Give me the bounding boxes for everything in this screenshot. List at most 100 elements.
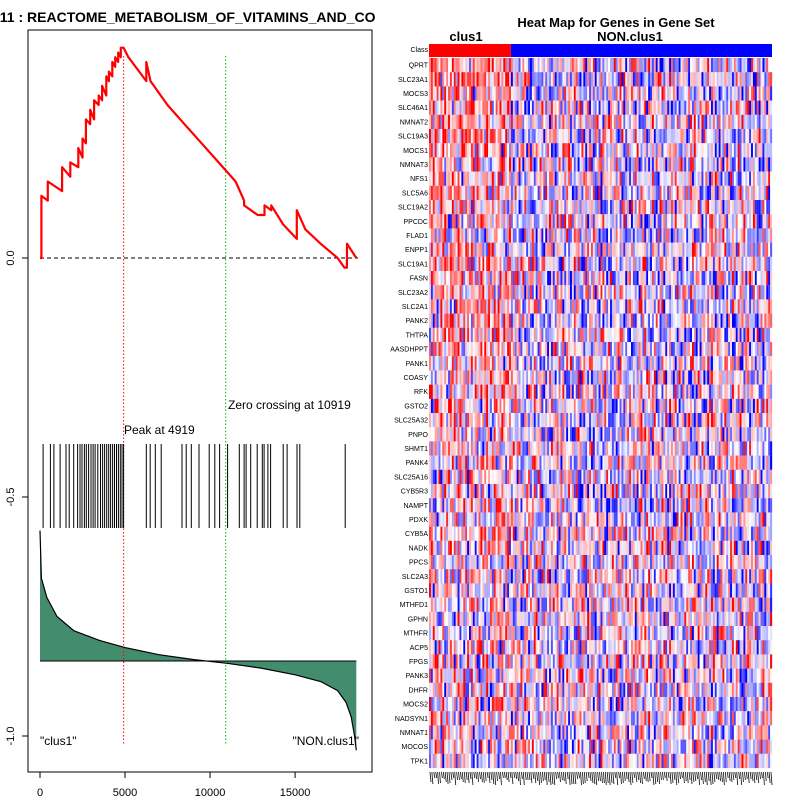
heatmap-cell bbox=[545, 185, 548, 201]
heatmap-cell bbox=[758, 356, 761, 371]
heatmap-cell bbox=[550, 143, 554, 158]
heatmap-cell bbox=[480, 143, 483, 158]
heatmap-cell bbox=[482, 327, 485, 343]
heatmap-cell bbox=[562, 58, 565, 73]
heatmap-cell bbox=[770, 242, 773, 257]
heatmap-cell bbox=[615, 72, 618, 87]
heatmap-cell bbox=[600, 129, 603, 144]
heatmap-cell bbox=[613, 256, 616, 272]
heatmap-cell bbox=[535, 327, 538, 343]
heatmap-cell bbox=[674, 356, 677, 371]
heatmap-cell bbox=[646, 356, 649, 371]
heatmap-cell bbox=[648, 342, 651, 357]
heatmap-cell bbox=[663, 299, 666, 314]
heatmap-cell bbox=[509, 370, 512, 385]
heatmap-cell bbox=[611, 171, 614, 186]
heatmap-cell bbox=[743, 413, 746, 428]
heatmap-cell bbox=[648, 313, 651, 328]
heatmap-cell bbox=[644, 327, 647, 343]
heatmap-cell bbox=[581, 427, 584, 442]
heatmap-cell bbox=[739, 427, 742, 442]
heatmap-cell bbox=[611, 271, 614, 286]
heatmap-cell bbox=[688, 171, 691, 186]
heatmap-cell bbox=[472, 86, 475, 101]
heatmap-cell bbox=[484, 313, 487, 328]
heatmap-cell bbox=[474, 271, 477, 286]
heatmap-cell bbox=[547, 185, 550, 201]
heatmap-cell bbox=[758, 413, 761, 428]
heatmap-cell bbox=[495, 327, 498, 343]
heatmap-cell bbox=[486, 114, 489, 130]
heatmap-cell bbox=[505, 72, 508, 87]
heatmap-cell bbox=[453, 271, 456, 286]
heatmap-cell bbox=[566, 384, 569, 399]
heatmap-cell bbox=[610, 413, 613, 428]
heatmap-cell bbox=[537, 228, 540, 243]
heatmap-cell bbox=[430, 214, 433, 229]
heatmap-cell bbox=[474, 185, 477, 201]
heatmap-cell bbox=[465, 285, 468, 300]
heatmap-cell bbox=[444, 114, 447, 130]
heatmap-cell bbox=[448, 299, 451, 314]
heatmap-cell bbox=[754, 413, 757, 428]
heatmap-cell bbox=[602, 327, 605, 343]
heatmap-cell bbox=[617, 200, 620, 215]
heatmap-cell bbox=[547, 342, 550, 357]
heatmap-cell bbox=[560, 185, 563, 201]
heatmap-cell bbox=[510, 384, 513, 399]
heatmap-cell bbox=[699, 427, 702, 442]
heatmap-cell bbox=[558, 72, 561, 87]
heatmap-cell bbox=[440, 398, 443, 414]
heatmap-cell bbox=[661, 256, 664, 272]
heatmap-cell bbox=[735, 327, 738, 343]
heatmap-cell bbox=[720, 242, 723, 257]
heatmap-cell bbox=[636, 58, 639, 73]
heatmap-cell bbox=[516, 200, 519, 215]
heatmap-cell bbox=[733, 427, 736, 442]
heatmap-cell bbox=[442, 398, 445, 414]
heatmap-cell bbox=[709, 72, 712, 87]
heatmap-cell bbox=[463, 313, 466, 328]
heatmap-cell bbox=[489, 299, 493, 314]
heatmap-cell bbox=[440, 100, 443, 115]
heatmap-cell bbox=[623, 100, 626, 115]
heatmap-cell bbox=[705, 185, 708, 201]
heatmap-cell bbox=[680, 299, 683, 314]
heatmap-cell bbox=[741, 327, 744, 343]
heatmap-cell bbox=[651, 384, 655, 399]
heatmap-cell bbox=[531, 370, 534, 385]
heatmap-cell bbox=[711, 342, 714, 357]
heatmap-cell bbox=[539, 256, 542, 272]
heatmap-cell bbox=[632, 200, 635, 215]
heatmap-cell bbox=[606, 171, 609, 186]
heatmap-cell bbox=[449, 242, 453, 257]
heatmap-cell bbox=[493, 214, 496, 229]
heatmap-cell bbox=[495, 356, 498, 371]
heatmap-cell bbox=[434, 157, 437, 172]
heatmap-cell bbox=[726, 356, 729, 371]
heatmap-cell bbox=[478, 327, 481, 343]
heatmap-cell bbox=[650, 313, 653, 328]
heatmap-cell bbox=[509, 157, 512, 172]
heatmap-cell bbox=[583, 185, 586, 201]
heatmap-cell bbox=[684, 114, 687, 130]
heatmap-cell bbox=[672, 313, 675, 328]
heatmap-cell bbox=[448, 413, 451, 428]
heatmap-cell bbox=[562, 214, 565, 229]
heatmap-cell bbox=[514, 398, 517, 414]
heatmap-cell bbox=[529, 413, 533, 428]
heatmap-cell bbox=[568, 398, 571, 414]
heatmap-cell bbox=[564, 100, 567, 115]
heatmap-cell bbox=[705, 398, 708, 414]
heatmap-cell bbox=[665, 313, 668, 328]
heatmap-cell bbox=[520, 384, 523, 399]
heatmap-cell bbox=[539, 86, 542, 101]
heatmap-cell bbox=[596, 185, 599, 201]
heatmap-cell bbox=[619, 58, 622, 73]
heatmap-cell bbox=[629, 214, 632, 229]
heatmap-cell bbox=[676, 413, 679, 428]
heatmap-cell bbox=[579, 86, 582, 101]
heatmap-cell bbox=[733, 214, 736, 229]
heatmap-cell bbox=[642, 200, 645, 215]
heatmap-cell bbox=[642, 398, 645, 414]
